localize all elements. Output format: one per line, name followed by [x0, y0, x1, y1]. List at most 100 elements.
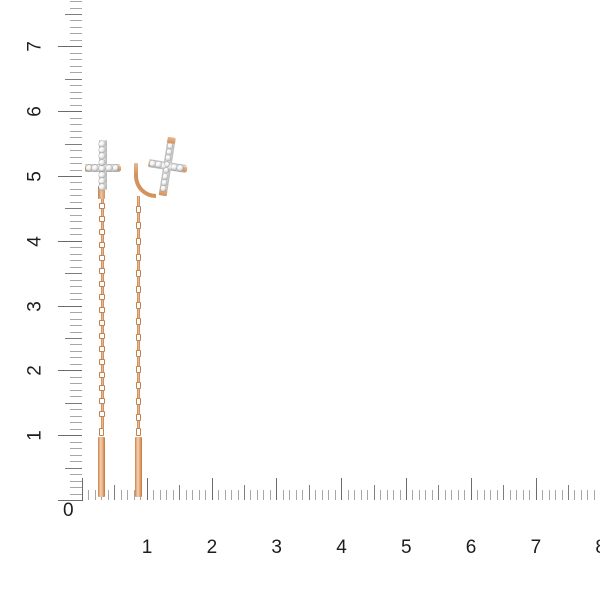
v-tick-minor — [70, 494, 82, 495]
h-tick-minor — [121, 490, 122, 500]
v-tick-minor — [70, 131, 82, 132]
h-tick-mid — [568, 485, 569, 500]
h-ruler-label-8: 8 — [595, 538, 600, 557]
v-tick-minor — [70, 53, 82, 54]
h-tick-major — [471, 478, 472, 500]
h-tick-minor — [296, 490, 297, 500]
h-ruler-label-5: 5 — [401, 537, 412, 558]
v-tick-major — [58, 370, 82, 371]
right-hook-upper-stem — [134, 163, 138, 175]
h-tick-minor — [484, 490, 485, 500]
h-tick-minor — [283, 490, 284, 500]
v-tick-minor — [70, 20, 82, 21]
h-tick-minor — [257, 490, 258, 500]
h-tick-minor — [393, 490, 394, 500]
h-tick-minor — [348, 490, 349, 500]
v-tick-minor — [70, 105, 82, 106]
v-tick-minor — [70, 170, 82, 171]
v-tick-minor — [70, 150, 82, 151]
v-tick-minor — [70, 312, 82, 313]
h-tick-mid — [503, 485, 504, 500]
v-tick-major — [58, 500, 82, 501]
v-ruler-label-6: 6 — [24, 106, 46, 117]
h-tick-mid — [179, 485, 180, 500]
v-ruler-label-7: 7 — [24, 41, 46, 53]
v-ruler-label-3: 3 — [24, 300, 46, 312]
v-tick-minor — [70, 92, 82, 93]
v-tick-mid — [65, 403, 82, 404]
v-tick-minor — [70, 396, 82, 397]
v-tick-mid — [65, 468, 82, 469]
v-ruler-label-1: 1 — [24, 430, 46, 441]
v-tick-major — [58, 241, 82, 242]
v-tick-minor — [70, 357, 82, 358]
v-tick-minor — [70, 299, 82, 300]
h-tick-minor — [555, 490, 556, 500]
h-tick-minor — [354, 490, 355, 500]
v-tick-minor — [70, 98, 82, 99]
v-tick-minor — [70, 319, 82, 320]
h-tick-minor — [451, 490, 452, 500]
v-tick-minor — [70, 409, 82, 410]
h-tick-minor — [400, 490, 401, 500]
v-tick-minor — [70, 228, 82, 229]
left-bottom-bar — [98, 437, 105, 497]
v-tick-minor — [70, 422, 82, 423]
v-tick-minor — [70, 118, 82, 119]
h-ruler-label-4: 4 — [336, 537, 347, 558]
h-tick-minor — [322, 490, 323, 500]
v-tick-minor — [70, 390, 82, 391]
v-tick-minor — [70, 429, 82, 430]
v-tick-major — [58, 46, 82, 47]
v-tick-minor — [70, 221, 82, 222]
h-tick-minor — [361, 490, 362, 500]
h-tick-minor — [328, 490, 329, 500]
h-tick-minor — [574, 490, 575, 500]
h-tick-minor — [477, 490, 478, 500]
h-tick-minor — [186, 490, 187, 500]
h-tick-major — [536, 478, 537, 500]
v-tick-minor — [70, 1, 82, 2]
v-tick-mid — [65, 273, 82, 274]
v-tick-minor — [70, 455, 82, 456]
h-tick-minor — [88, 490, 89, 500]
h-tick-minor — [302, 490, 303, 500]
v-tick-minor — [70, 189, 82, 190]
v-tick-mid — [65, 208, 82, 209]
left-bar-connector-link — [99, 428, 104, 436]
v-tick-minor — [70, 364, 82, 365]
h-tick-minor — [335, 490, 336, 500]
v-tick-minor — [70, 8, 82, 9]
h-tick-mid — [438, 485, 439, 500]
right-bottom-bar — [135, 437, 142, 497]
h-tick-mid — [374, 485, 375, 500]
h-tick-minor — [387, 490, 388, 500]
h-tick-minor — [238, 490, 239, 500]
v-tick-minor — [70, 474, 82, 475]
h-tick-minor — [542, 490, 543, 500]
v-tick-minor — [70, 267, 82, 268]
v-tick-minor — [70, 202, 82, 203]
h-tick-minor — [419, 490, 420, 500]
h-tick-minor — [425, 490, 426, 500]
h-ruler-label-6: 6 — [465, 537, 477, 558]
h-tick-major — [82, 478, 83, 500]
vertical-ruler-baseline — [58, 500, 83, 501]
v-tick-minor — [70, 293, 82, 294]
v-tick-minor — [70, 72, 82, 73]
h-tick-minor — [205, 490, 206, 500]
v-tick-minor — [70, 254, 82, 255]
h-tick-minor — [432, 490, 433, 500]
v-tick-major — [58, 176, 82, 177]
v-tick-mid — [65, 338, 82, 339]
right-bar-connector-link — [136, 428, 141, 436]
h-tick-minor — [166, 490, 167, 500]
h-tick-minor — [225, 490, 226, 500]
h-tick-minor — [250, 490, 251, 500]
v-tick-minor — [70, 344, 82, 345]
v-tick-minor — [70, 448, 82, 449]
h-tick-major — [147, 478, 148, 500]
v-tick-minor — [70, 383, 82, 384]
v-tick-minor — [70, 40, 82, 41]
